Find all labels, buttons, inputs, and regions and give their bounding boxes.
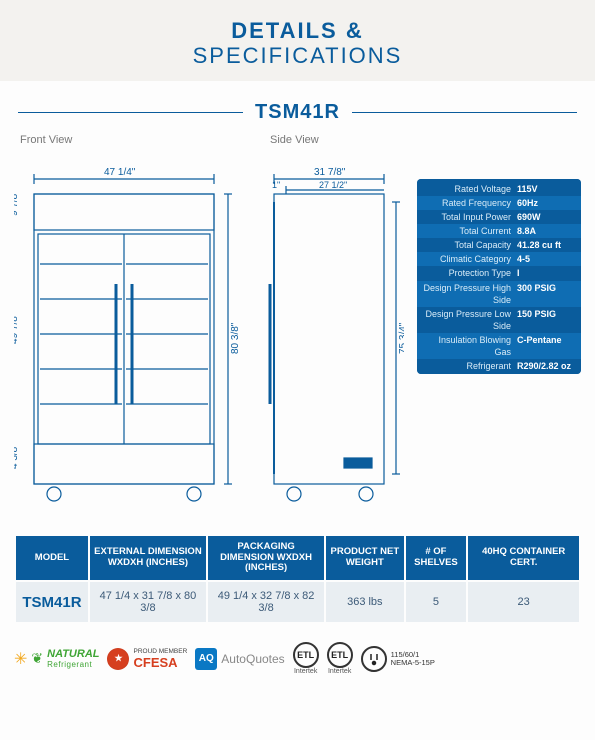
spec-key: Climatic Category <box>423 253 517 265</box>
intertek-label: Intertek <box>328 668 351 675</box>
leaf-icon: ❦ <box>31 650 43 667</box>
spec-key: Refrigerant <box>423 360 517 372</box>
cell-weight: 363 lbs <box>326 582 403 622</box>
plug-spec: 115/60/1 NEMA-5-15P <box>361 646 435 672</box>
spec-val: 115V <box>517 183 575 195</box>
dim-glass-h: 49 7/8" <box>14 312 20 344</box>
spec-row: Design Pressure High Side300 PSIG <box>417 281 581 307</box>
spec-val: 8.8A <box>517 225 575 237</box>
diagram-area: Front View Side View <box>14 134 581 534</box>
col-header: MODEL <box>16 536 88 581</box>
cell-pkg: 49 1/4 x 32 7/8 x 82 3/8 <box>208 582 324 622</box>
spec-val: 690W <box>517 211 575 223</box>
spec-key: Protection Type <box>423 267 517 279</box>
spec-row: Rated Frequency60Hz <box>417 196 581 210</box>
spec-val: 150 PSIG <box>517 308 575 332</box>
spec-val: 41.28 cu ft <box>517 239 575 251</box>
spec-table: MODELEXTERNAL DIMENSION WXDXH (INCHES)PA… <box>14 534 581 625</box>
spec-key: Design Pressure Low Side <box>423 308 517 332</box>
natural-refrigerant-logo: ✳ ❦ NATURAL Refrigerant <box>14 648 99 669</box>
spec-val: 60Hz <box>517 197 575 209</box>
spec-val: I <box>517 267 575 279</box>
etl-circle-icon: ETL <box>293 642 319 668</box>
front-view-drawing <box>34 174 214 501</box>
autoquotes-logo: AQ AutoQuotes <box>195 648 284 670</box>
dim-base-h: 4 3/8" <box>14 442 20 468</box>
spec-val: 300 PSIG <box>517 282 575 306</box>
cell-shelves: 5 <box>406 582 467 622</box>
col-header: PRODUCT NET WEIGHT <box>326 536 403 581</box>
spec-row: Total Current8.8A <box>417 224 581 238</box>
sun-icon: ✳ <box>14 649 27 669</box>
aq-text: AutoQuotes <box>221 652 284 666</box>
divider-line <box>18 112 243 113</box>
dim-top-panel: 9 7/8" <box>14 189 20 215</box>
spec-val: R290/2.82 oz <box>517 360 575 372</box>
table-header-row: MODELEXTERNAL DIMENSION WXDXH (INCHES)PA… <box>16 536 579 581</box>
spec-row: Climatic Category4-5 <box>417 252 581 266</box>
dim-width: 47 1/4" <box>104 167 136 178</box>
spec-row: Total Capacity41.28 cu ft <box>417 238 581 252</box>
title-line-2: SPECIFICATIONS <box>0 43 595 68</box>
front-view-label: Front View <box>20 134 72 146</box>
col-header: # OF SHELVES <box>406 536 467 581</box>
dim-inner-depth: 27 1/2" <box>319 180 347 190</box>
dim-inner-h: 75 3/4" <box>398 322 404 354</box>
model-divider: TSM41R <box>18 101 577 124</box>
intertek-label: Intertek <box>294 668 317 675</box>
certification-logos: ✳ ❦ NATURAL Refrigerant ★ PROUD MEMBER C… <box>14 642 581 675</box>
dim-total-h: 80 3/8" <box>230 322 241 354</box>
spec-key: Insulation Blowing Gas <box>423 334 517 358</box>
etl-circle-icon: ETL <box>327 642 353 668</box>
divider-line <box>352 112 577 113</box>
aq-icon: AQ <box>195 648 217 670</box>
dim-outer-depth: 31 7/8" <box>314 167 346 178</box>
cell-ext: 47 1/4 x 31 7/8 x 80 3/8 <box>90 582 206 622</box>
title-line-1: DETAILS & <box>0 18 595 43</box>
side-view-drawing <box>270 174 384 501</box>
col-header: EXTERNAL DIMENSION WXDXH (INCHES) <box>90 536 206 581</box>
refrigerant-text: Refrigerant <box>47 660 99 669</box>
spec-val: C-Pentane <box>517 334 575 358</box>
col-header: PACKAGING DIMENSION WXDXH (INCHES) <box>208 536 324 581</box>
etl-us-logo: ETL Intertek <box>293 642 319 675</box>
page-title: DETAILS & SPECIFICATIONS <box>0 18 595 69</box>
technical-drawing: 47 1/4" 9 7/8" 49 7/8" 4 3/8" 80 3/8" 31… <box>14 164 404 524</box>
spec-key: Design Pressure High Side <box>423 282 517 306</box>
spec-key: Total Current <box>423 225 517 237</box>
page-header: DETAILS & SPECIFICATIONS <box>0 0 595 81</box>
etl-logo: ETL Intertek <box>327 642 353 675</box>
plug-icon <box>361 646 387 672</box>
spec-row: Total Input Power690W <box>417 210 581 224</box>
col-header: 40HQ CONTAINER CERT. <box>468 536 579 581</box>
table-row: TSM41R 47 1/4 x 31 7/8 x 80 3/8 49 1/4 x… <box>16 582 579 622</box>
spec-row: Insulation Blowing GasC-Pentane <box>417 333 581 359</box>
spec-row: Protection TypeI <box>417 266 581 280</box>
plug-nema: NEMA-5-15P <box>391 659 435 667</box>
cfesa-logo: ★ PROUD MEMBER CFESA <box>107 648 187 670</box>
spec-row: Rated Voltage115V <box>417 182 581 196</box>
natural-text: NATURAL <box>47 648 99 660</box>
spec-key: Total Input Power <box>423 211 517 223</box>
spec-box: Rated Voltage115VRated Frequency60HzTota… <box>417 179 581 374</box>
spec-key: Total Capacity <box>423 239 517 251</box>
cfesa-badge-icon: ★ <box>107 648 129 670</box>
cell-container: 23 <box>468 582 579 622</box>
spec-val: 4-5 <box>517 253 575 265</box>
spec-key: Rated Frequency <box>423 197 517 209</box>
spec-row: RefrigerantR290/2.82 oz <box>417 359 581 373</box>
spec-row: Design Pressure Low Side150 PSIG <box>417 307 581 333</box>
spec-key: Rated Voltage <box>423 183 517 195</box>
model-name: TSM41R <box>243 101 352 124</box>
side-view-label: Side View <box>270 134 319 146</box>
cfesa-name: CFESA <box>133 656 187 669</box>
cell-model: TSM41R <box>16 582 88 622</box>
dim-front-gap: 1" <box>272 180 280 190</box>
